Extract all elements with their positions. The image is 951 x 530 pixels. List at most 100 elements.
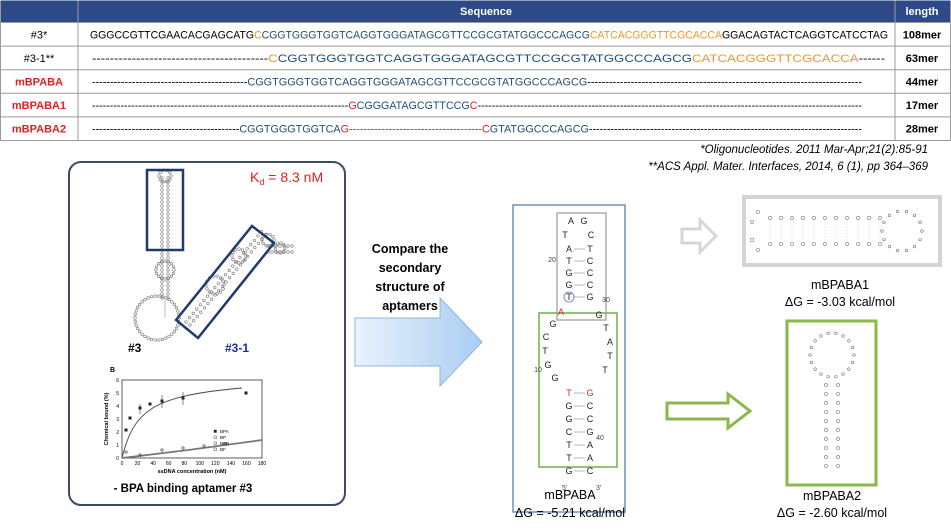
structure-box	[512, 204, 626, 513]
nucleotide	[166, 256, 170, 260]
nucleotide	[143, 334, 147, 339]
nucleotide	[155, 271, 159, 276]
nucleotide	[290, 244, 294, 248]
aptamer-3-structure	[133, 168, 294, 342]
nucleotide	[841, 372, 845, 376]
nucleotide	[823, 242, 827, 246]
legend-label: BPB	[220, 441, 229, 446]
nucleotide	[136, 326, 140, 331]
nucleotide	[836, 410, 840, 414]
nucleotide	[264, 244, 268, 248]
nucleotide	[274, 244, 278, 248]
data-point	[148, 402, 152, 406]
nucleotide	[836, 446, 840, 450]
arrow-to-mbpaba1	[680, 216, 719, 256]
nucleotide	[750, 238, 754, 242]
nucleotide	[904, 248, 909, 253]
nucleotide	[160, 240, 164, 244]
nucleotide-letter: C	[587, 401, 594, 411]
nucleotide	[227, 268, 231, 273]
nucleotide	[856, 242, 860, 246]
nucleotide	[249, 243, 253, 247]
nucleotide	[160, 264, 164, 268]
nucleotide	[813, 339, 817, 343]
nucleotide	[882, 238, 886, 242]
nucleotide-letter: G	[544, 360, 551, 370]
nucleotide	[133, 316, 137, 320]
nucleotide	[219, 276, 223, 280]
nucleotide	[160, 196, 164, 200]
row-length: 28mer	[906, 124, 939, 136]
graph-x-tick: 120	[211, 461, 220, 467]
nucleotide	[768, 242, 772, 246]
sequence-segment: CGGTGGGTGGTCA	[239, 124, 341, 136]
arrow-text-line: aptamers	[382, 299, 438, 313]
highlight-circle	[563, 291, 575, 303]
header-sequence: Sequence	[460, 6, 512, 18]
nucleotide	[918, 238, 922, 242]
nucleotide	[845, 216, 849, 220]
nucleotide	[240, 248, 245, 252]
nucleotide	[801, 216, 805, 220]
nucleotide	[213, 286, 217, 290]
graph-caption: - BPA binding aptamer #3	[114, 483, 253, 495]
nucleotide	[166, 252, 170, 256]
graph-x-tick: 160	[242, 461, 251, 467]
nucleotide	[166, 224, 170, 228]
left-panel	[68, 161, 346, 506]
nucleotide-letter: C	[543, 332, 550, 342]
legend-marker	[213, 429, 217, 433]
nucleotide-letter: C	[587, 466, 594, 476]
sequence-segment: ------	[859, 53, 886, 65]
nucleotide	[166, 184, 170, 188]
nucleotide	[174, 305, 178, 310]
nucleotide	[812, 216, 816, 220]
fit-curve	[121, 439, 263, 459]
nucleotide	[174, 326, 178, 331]
nucleotide	[235, 267, 239, 271]
graph-x-tick: 180	[258, 461, 267, 467]
nucleotide	[219, 290, 223, 294]
position-number: 20	[548, 257, 556, 264]
legend-label: BP	[220, 435, 226, 440]
graph-x-tick: 0	[121, 461, 124, 467]
nucleotide	[278, 250, 282, 254]
nucleotide	[167, 297, 171, 302]
nucleotide-letter: G	[551, 373, 558, 383]
nucleotide-letter: G	[580, 216, 587, 226]
graph-y-tick: 0	[116, 456, 119, 462]
nucleotide	[149, 337, 154, 341]
nucleotide	[768, 216, 772, 220]
nucleotide	[160, 184, 164, 188]
nucleotide	[176, 323, 180, 327]
nucleotide	[812, 242, 816, 246]
nucleotide-letter: T	[566, 256, 572, 266]
nucleotide	[188, 323, 192, 327]
nucleotide	[188, 316, 192, 320]
nucleotide	[790, 216, 794, 220]
nucleotide	[143, 297, 147, 302]
nucleotide-letter: C	[587, 256, 594, 266]
nucleotide	[160, 192, 164, 196]
nucleotide-letter: T	[607, 351, 613, 361]
mbpaba1-structure	[750, 209, 924, 253]
nucleotide	[834, 331, 838, 335]
nucleotide	[856, 216, 860, 220]
data-point	[181, 446, 185, 450]
nucleotide	[160, 284, 164, 288]
sequence-segment: ----------------------------------------…	[477, 100, 862, 112]
nucleotide	[159, 260, 164, 264]
sequence-segment: ----------------------------------------	[92, 53, 269, 65]
nucleotide	[249, 250, 253, 254]
data-point	[124, 428, 128, 432]
nucleotide	[166, 200, 170, 204]
nucleotide	[756, 248, 760, 252]
nucleotide	[261, 241, 265, 246]
nucleotide	[198, 303, 202, 307]
nucleotide	[160, 268, 164, 272]
nucleotide	[160, 232, 164, 236]
nucleotide	[160, 212, 164, 216]
nucleotide	[819, 334, 823, 338]
